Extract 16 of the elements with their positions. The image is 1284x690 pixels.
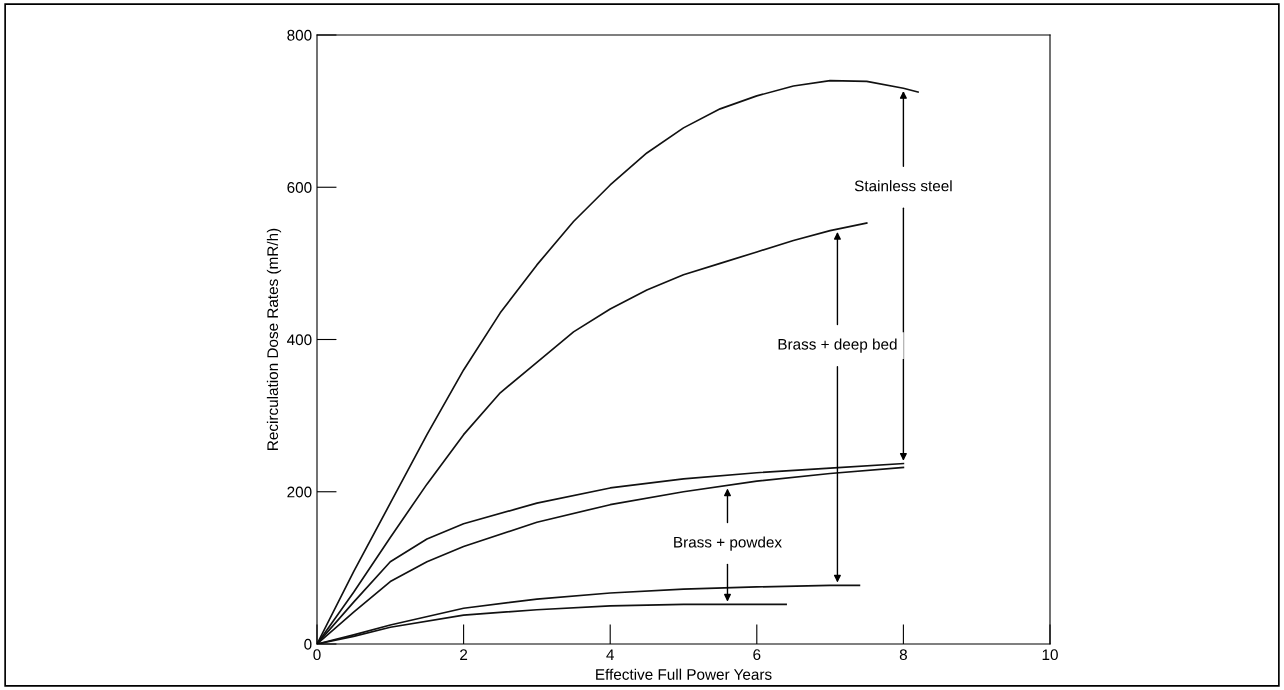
x-tick-label: 2 (460, 649, 468, 660)
annotation: Brass + deep bed (778, 338, 897, 353)
y-tick-label: 200 (287, 486, 312, 498)
x-tick-label: 10 (1042, 649, 1058, 661)
x-tick-label: 6 (753, 649, 761, 661)
y-axis-title: Recirculation Dose Rates (mR/h) (266, 228, 282, 450)
y-tick-label: 600 (287, 182, 312, 193)
x-tick-label: 0 (313, 649, 321, 661)
annotation: Brass + powdex (674, 536, 782, 551)
x-axis-title: Effective Full Power Years (596, 668, 772, 680)
y-tick-label: 400 (287, 334, 312, 346)
y-tick-label: 0 (304, 638, 312, 650)
annotation: Stainless steel (854, 180, 952, 192)
x-tick-label: 4 (606, 649, 614, 660)
x-tick-label: 8 (899, 649, 907, 661)
y-tick-label: 800 (287, 29, 312, 41)
